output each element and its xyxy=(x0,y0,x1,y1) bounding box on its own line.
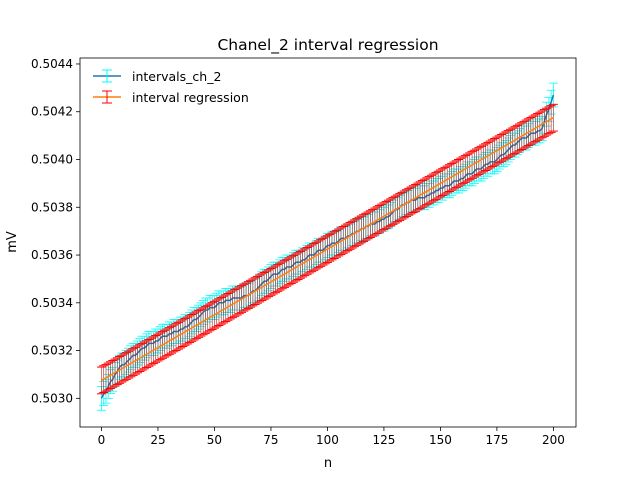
x-tick-label: 100 xyxy=(316,433,339,447)
x-axis-label: n xyxy=(324,456,332,471)
y-tick-label: 0.5036 xyxy=(31,248,73,262)
axes-frame xyxy=(79,57,577,428)
x-tick-label: 0 xyxy=(98,433,106,447)
y-tick-label: 0.5034 xyxy=(31,296,73,310)
y-tick-label: 0.5040 xyxy=(31,153,73,167)
y-tick-label: 0.5030 xyxy=(31,391,73,405)
legend-label-interval-regression: interval regression xyxy=(132,90,249,105)
x-tick-label: 75 xyxy=(263,433,278,447)
plot-marks xyxy=(96,82,558,411)
x-tick-label: 150 xyxy=(429,433,452,447)
x-axis: 0 25 50 75 100 125 150 175 200 xyxy=(98,427,565,447)
legend-label-intervals-ch-2: intervals_ch_2 xyxy=(132,69,221,84)
y-tick-label: 0.5042 xyxy=(31,105,73,119)
x-tick-label: 200 xyxy=(542,433,565,447)
y-tick-label: 0.5044 xyxy=(31,57,73,71)
x-tick-label: 125 xyxy=(372,433,395,447)
y-axis: 0.5030 0.5032 0.5034 0.5036 0.5038 0.5040 0.50… xyxy=(31,57,80,405)
legend: intervals_ch_2 interval regression xyxy=(93,69,249,105)
legend-entry-interval-regression: interval regression xyxy=(93,90,249,105)
x-tick-label: 25 xyxy=(150,433,165,447)
y-axis-label: mV xyxy=(5,231,20,253)
legend-entry-intervals-ch-2: intervals_ch_2 xyxy=(93,69,221,84)
series-interval-regression xyxy=(96,103,558,395)
chart-title: Chanel_2 interval regression xyxy=(217,36,438,55)
x-tick-label: 50 xyxy=(207,433,222,447)
line-interval-regression xyxy=(101,117,554,382)
y-tick-label: 0.5038 xyxy=(31,200,73,214)
y-tick-label: 0.5032 xyxy=(31,344,73,358)
x-tick-label: 175 xyxy=(485,433,508,447)
